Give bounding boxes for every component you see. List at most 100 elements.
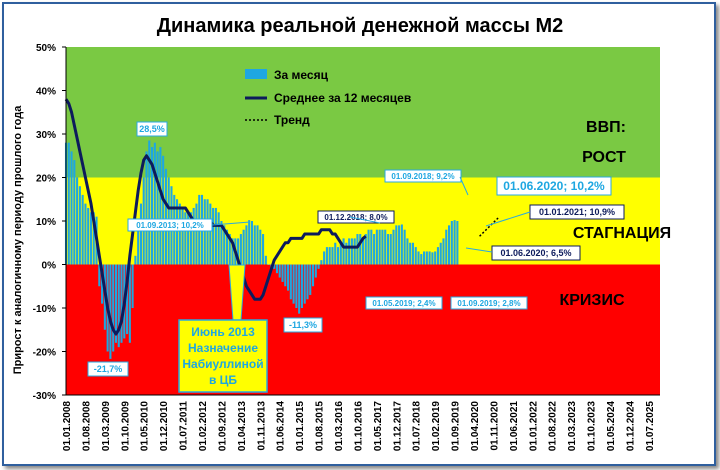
bar-monthly: [331, 247, 334, 265]
bar-monthly: [359, 234, 362, 265]
bar-monthly: [203, 199, 206, 265]
annotation-text: 01.06.2020; 6,5%: [500, 248, 571, 258]
x-tick-label: 01.01.2022: [528, 401, 539, 451]
x-tick-label: 01.08.2008: [81, 401, 92, 451]
bar-monthly: [398, 225, 401, 265]
bar-monthly: [367, 229, 370, 265]
bar-monthly: [253, 225, 256, 265]
legend-avg-label: Среднее за 12 месяцев: [274, 91, 411, 105]
nabiullina-box: [178, 319, 268, 393]
bar-monthly: [386, 234, 390, 265]
bar-monthly: [431, 252, 434, 265]
bar-monthly: [389, 234, 392, 265]
bar-monthly: [228, 234, 231, 265]
bar-monthly: [187, 212, 190, 265]
x-tick-label: 01.09.2019: [451, 401, 462, 451]
x-tick-label: 01.12.2010: [159, 401, 170, 451]
bar-monthly: [164, 168, 167, 265]
bar-monthly: [378, 229, 381, 265]
bar-monthly: [373, 234, 376, 265]
bar-monthly: [314, 264, 317, 278]
y-tick-label: 50%: [36, 43, 56, 54]
bar-monthly: [259, 229, 262, 265]
bar-monthly: [231, 238, 234, 265]
bar-monthly: [364, 234, 367, 265]
bar-monthly: [264, 255, 267, 265]
annotation-connector: [349, 216, 381, 224]
bar-monthly: [128, 264, 131, 343]
annotation-text: 28,5%: [139, 124, 165, 134]
x-tick-label: 01.06.2021: [509, 401, 520, 451]
bar-monthly: [256, 225, 259, 265]
annotation-text: 01.09.2018; 9,2%: [391, 172, 454, 181]
bar-monthly: [217, 212, 220, 265]
bar-monthly: [162, 155, 165, 265]
trend-line: [479, 216, 500, 237]
bar-monthly: [298, 264, 301, 314]
legend-monthly-swatch: [245, 69, 267, 79]
avg12-line: [64, 98, 367, 336]
bar-monthly: [300, 264, 303, 308]
annotation-box: [283, 317, 323, 333]
bar-monthly: [273, 264, 276, 269]
y-tick-label: 20%: [36, 174, 56, 185]
bar-monthly: [278, 264, 281, 278]
bar-monthly: [70, 151, 73, 265]
nabiullina-text: Назначение: [188, 341, 258, 355]
bar-monthly: [159, 147, 162, 265]
bar-monthly: [148, 140, 151, 265]
bar-monthly: [209, 203, 212, 265]
bar-monthly: [237, 238, 240, 265]
bar-monthly: [114, 264, 118, 343]
bar-monthly: [109, 264, 112, 359]
bar-monthly: [375, 229, 378, 265]
bar-monthly: [248, 220, 251, 265]
bar-monthly: [284, 264, 287, 287]
bar-monthly: [181, 207, 184, 265]
bar-monthly: [392, 229, 395, 265]
x-tick-label: 01.10.2009: [120, 401, 131, 451]
annotation-box: [136, 121, 168, 137]
bar-monthly: [192, 207, 195, 265]
bar-monthly: [225, 229, 229, 265]
legend-trend-label: Тренд: [274, 113, 310, 127]
annotation-box: [491, 245, 581, 261]
bar-monthly: [212, 207, 215, 265]
bar-monthly: [101, 264, 104, 304]
bar-monthly: [87, 207, 90, 265]
bar-monthly: [139, 203, 142, 265]
bar-monthly: [420, 254, 423, 265]
bar-monthly: [67, 142, 70, 265]
bar-monthly: [403, 229, 406, 265]
bar-monthly: [137, 229, 140, 265]
bar-monthly: [353, 238, 356, 265]
bar-monthly: [339, 242, 342, 265]
zone-label: РОСТ: [582, 149, 626, 166]
x-tick-label: 01.05.2024: [606, 401, 617, 451]
bar-monthly: [223, 225, 226, 265]
bar-monthly: [417, 251, 420, 265]
bar-monthly: [275, 264, 278, 274]
bar-monthly: [175, 199, 179, 265]
bar-monthly: [220, 221, 223, 265]
bar-monthly: [311, 264, 315, 287]
x-tick-label: 01.10.2023: [587, 401, 598, 451]
zone-label: ВВП:: [586, 119, 626, 136]
bar-monthly: [206, 199, 209, 265]
x-tick-label: 01.01.2008: [62, 401, 73, 451]
x-tick-label: 01.07.2011: [179, 401, 190, 451]
annotation-connector: [485, 211, 531, 227]
bar-monthly: [400, 224, 403, 265]
bar-monthly: [345, 242, 348, 265]
zone-crisis: [66, 264, 660, 395]
bar-monthly: [239, 234, 242, 265]
bar-monthly: [131, 264, 134, 308]
annotation-box: [317, 210, 395, 224]
bar-monthly: [439, 242, 442, 265]
bar-monthly: [450, 221, 453, 265]
nabiullina-text: Июнь 2013: [191, 325, 255, 339]
y-tick-label: -20%: [33, 348, 56, 359]
bar-monthly: [406, 238, 409, 265]
bar-monthly: [453, 220, 456, 265]
bar-monthly: [434, 251, 437, 265]
